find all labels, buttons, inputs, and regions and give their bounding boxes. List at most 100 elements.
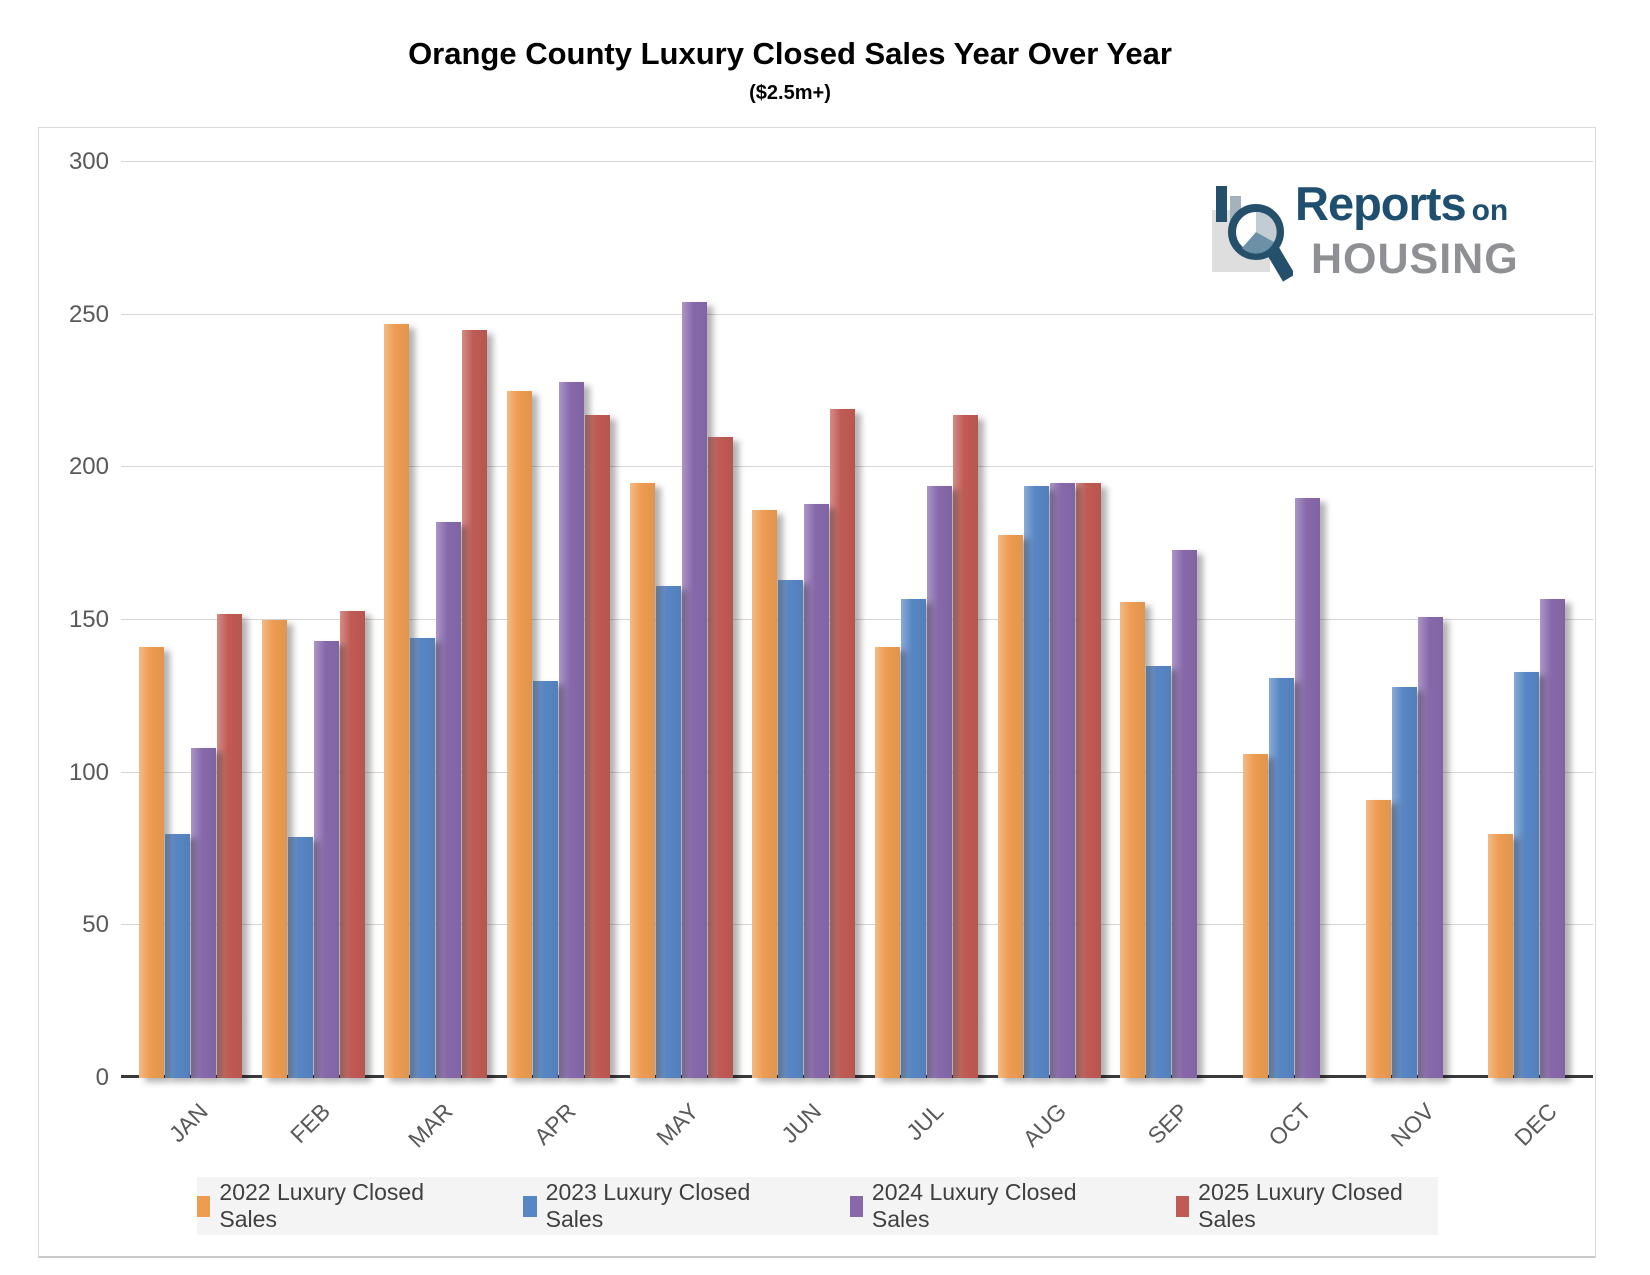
x-axis-label-oct: OCT: [1263, 1098, 1317, 1151]
bar-feb-2024: [313, 641, 339, 1078]
magnifier-barchart-icon: [1212, 186, 1293, 282]
bar-jul-2022: [875, 647, 901, 1078]
bar-apr-2022: [507, 391, 533, 1078]
bar-oct-2022: [1243, 754, 1269, 1078]
bar-sep-2022: [1120, 601, 1146, 1078]
bar-feb-2023: [287, 836, 313, 1078]
bar-mar-2022: [384, 323, 410, 1078]
legend-item-2024: 2024 Luxury Closed Sales: [849, 1179, 1112, 1233]
legend: 2022 Luxury Closed Sales 2023 Luxury Clos…: [197, 1177, 1438, 1235]
bar-oct-2023: [1269, 678, 1295, 1078]
bar-jul-2023: [901, 598, 927, 1078]
legend-swatch-2022: [197, 1195, 211, 1217]
logo-on-text: on: [1471, 194, 1509, 227]
bar-may-2025: [707, 436, 733, 1078]
bar-group-may: MAY: [612, 162, 735, 1150]
bar-apr-2023: [533, 681, 559, 1078]
y-tick-label-300: 300: [68, 148, 109, 175]
bar-group-aug: AUG: [980, 162, 1103, 1152]
y-tick-label-150: 150: [68, 606, 109, 633]
bar-jun-2023: [778, 580, 804, 1078]
y-tick-label-50: 50: [82, 911, 109, 939]
chart-panel: 0 50 100 150 200 250 300 JAN FEB MAR APR MAY JUN JUL…: [38, 127, 1596, 1258]
bar-group-mar: MAR: [366, 162, 489, 1153]
bar-jan-2023: [165, 833, 190, 1078]
bar-mar-2023: [410, 638, 436, 1078]
legend-swatch-2024: [849, 1195, 863, 1217]
x-axis-label-sep: SEP: [1142, 1098, 1194, 1149]
legend-item-2023: 2023 Luxury Closed Sales: [523, 1179, 785, 1233]
gridline-0: [121, 1075, 1593, 1078]
bar-aug-2022: [997, 534, 1023, 1078]
bar-mar-2025: [462, 329, 488, 1078]
gridline-300: [121, 161, 1593, 162]
plot-grid: [121, 161, 1593, 1078]
bar-nov-2023: [1391, 687, 1417, 1078]
legend-label: 2023 Luxury Closed Sales: [545, 1179, 751, 1232]
bar-sep-2024: [1172, 549, 1198, 1078]
bar-group-oct: OCT: [1225, 162, 1348, 1151]
bar-may-2024: [681, 302, 707, 1078]
bar-group-jun: JUN: [734, 162, 857, 1148]
bar-oct-2024: [1295, 497, 1321, 1078]
bar-apr-2024: [559, 381, 585, 1078]
gridline-50: [121, 924, 1593, 926]
bar-aug-2024: [1049, 482, 1075, 1078]
bar-jun-2022: [752, 510, 778, 1078]
bar-group-jan: JAN: [121, 162, 244, 1147]
x-axis-label-may: MAY: [650, 1098, 704, 1151]
gridline-200: [121, 466, 1593, 468]
x-axis-label-feb: FEB: [285, 1098, 336, 1149]
chart-subtitle: ($2.5m+): [749, 82, 831, 104]
bar-nov-2024: [1417, 616, 1443, 1078]
bar-dec-2022: [1488, 833, 1514, 1078]
x-axis-label-mar: MAR: [403, 1098, 458, 1153]
bar-jun-2025: [830, 409, 856, 1078]
y-tick-label-100: 100: [68, 758, 109, 786]
bar-jun-2024: [804, 503, 830, 1078]
x-axis-label-jun: JUN: [775, 1098, 826, 1149]
bar-mar-2024: [436, 522, 462, 1078]
bar-group-jul: JUL: [857, 162, 980, 1145]
y-tick-label-200: 200: [68, 453, 109, 481]
y-axis: 0 50 100 150 200 250 300: [39, 148, 109, 1091]
y-tick-label-0: 0: [95, 1064, 109, 1091]
bar-may-2022: [629, 482, 655, 1078]
legend-label: 2022 Luxury Closed Sales: [219, 1179, 424, 1232]
bar-dec-2023: [1514, 671, 1540, 1078]
legend-swatch-2023: [523, 1195, 537, 1217]
bar-sep-2023: [1146, 665, 1172, 1078]
bar-feb-2025: [339, 610, 365, 1078]
legend-item-2022: 2022 Luxury Closed Sales: [197, 1179, 459, 1233]
reports-on-housing-logo: Reports on HOUSING: [1209, 178, 1539, 296]
gridline-250: [121, 313, 1593, 315]
bar-jan-2022: [139, 647, 164, 1078]
logo-line2: HOUSING: [1311, 235, 1519, 283]
gridline-150: [121, 619, 1593, 620]
plot-area: JAN FEB MAR APR MAY JUN JUL AUG SEP OCT NOV DEC: [121, 162, 1593, 1153]
bar-jul-2025: [953, 415, 979, 1078]
bar-nov-2022: [1365, 800, 1391, 1078]
x-axis-label-apr: APR: [528, 1098, 581, 1150]
bar-group-feb: FEB: [244, 162, 367, 1148]
bar-jul-2024: [927, 485, 953, 1078]
bar-group-nov: NOV: [1348, 162, 1471, 1152]
bar-jan-2024: [191, 748, 216, 1078]
logo-line1: Reports on: [1295, 177, 1509, 230]
bar-dec-2024: [1540, 598, 1566, 1078]
bar-feb-2022: [261, 620, 287, 1078]
x-axis-label-aug: AUG: [1017, 1098, 1072, 1152]
bar-group-apr: APR: [489, 162, 612, 1150]
x-axis-label-jul: JUL: [901, 1098, 949, 1146]
bar-aug-2025: [1075, 482, 1101, 1078]
legend-label: 2024 Luxury Closed Sales: [871, 1179, 1077, 1232]
legend-item-2025: 2025 Luxury Closed Sales: [1175, 1179, 1438, 1233]
gridline-100: [121, 771, 1593, 773]
chart-title: Orange County Luxury Closed Sales Year O…: [408, 36, 1172, 71]
x-axis-label-dec: DEC: [1509, 1098, 1562, 1151]
bar-group-sep: SEP: [1102, 162, 1225, 1149]
bar-may-2023: [655, 586, 681, 1078]
y-tick-label-250: 250: [68, 300, 109, 328]
bar-jan-2025: [217, 613, 242, 1078]
bar-group-dec: DEC: [1470, 162, 1593, 1151]
